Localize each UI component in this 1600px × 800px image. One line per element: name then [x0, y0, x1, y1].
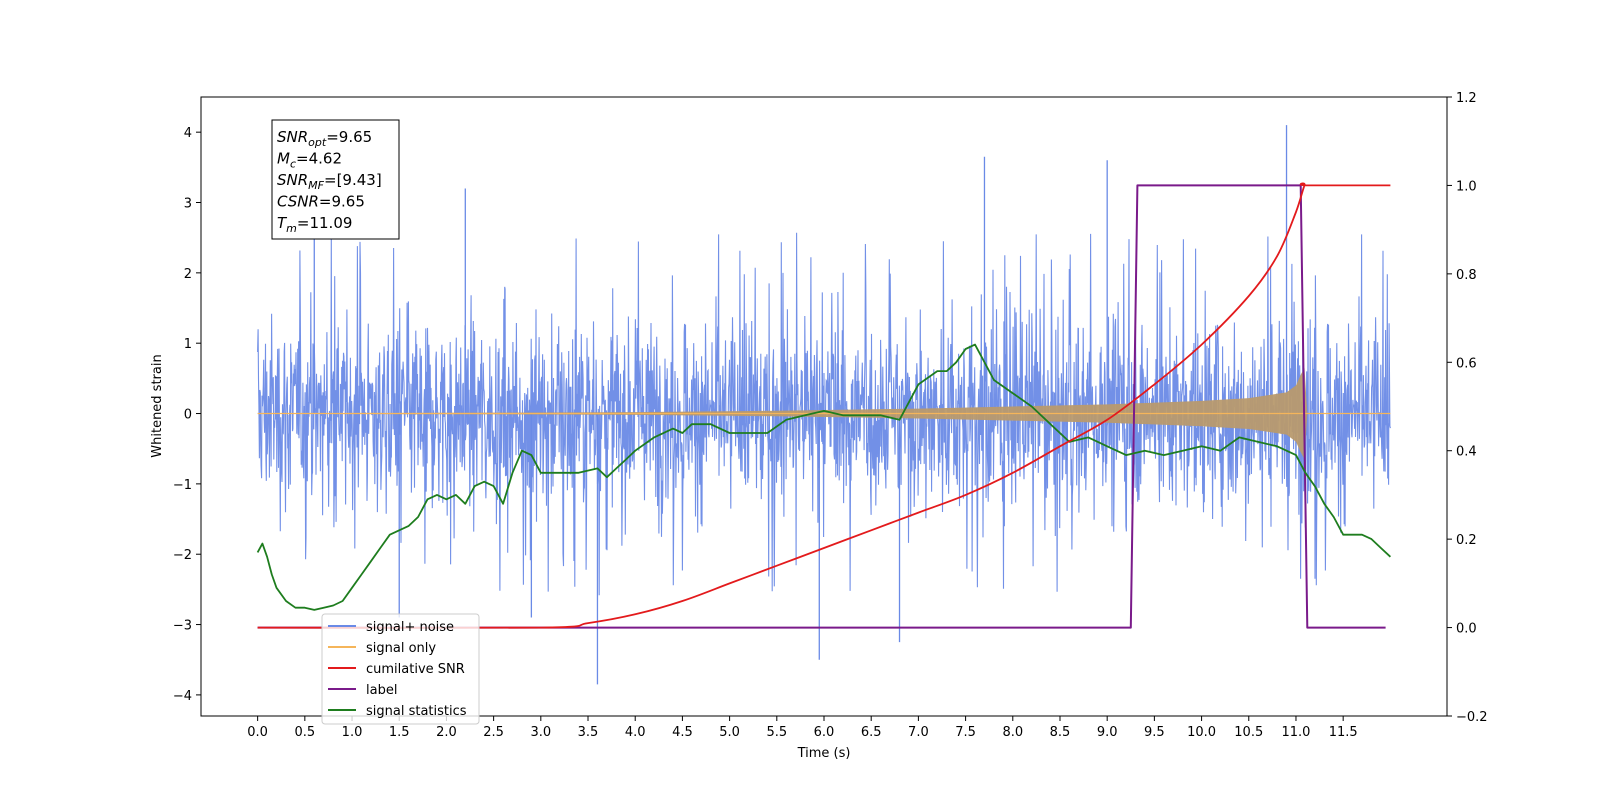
x-tick-label: 6.5 — [861, 725, 882, 740]
annotation-symbol: SNR — [277, 171, 308, 189]
y-tick-label: 4 — [184, 126, 192, 141]
x-tick-label: 4.0 — [625, 725, 646, 740]
y-axis-label: Whitened strain — [150, 354, 165, 457]
y2-tick-label: 1.0 — [1456, 179, 1477, 194]
x-tick-label: 6.0 — [814, 725, 835, 740]
legend-label: signal only — [366, 641, 436, 656]
legend-label: signal+ noise — [366, 620, 454, 635]
y-tick-label: −3 — [173, 619, 192, 634]
y-tick-label: −1 — [173, 478, 192, 493]
y2-tick-label: 0.0 — [1456, 622, 1477, 637]
series-label — [257, 184, 1386, 629]
legend-label: label — [366, 683, 397, 698]
x-tick-label: 0.5 — [294, 725, 315, 740]
x-tick-label: 8.0 — [1002, 725, 1023, 740]
x-tick-label: 0.0 — [247, 725, 268, 740]
y2-tick-label: 0.8 — [1456, 268, 1477, 283]
annotation-line: SNRMF=[9.43] — [277, 171, 382, 192]
annotation-line: Mc=4.62 — [277, 150, 342, 171]
legend-label: cumilative SNR — [366, 662, 465, 677]
x-tick-label: 5.5 — [766, 725, 787, 740]
y2-tick-label: 1.2 — [1456, 91, 1477, 106]
x-tick-label: 3.0 — [530, 725, 551, 740]
y2-tick-label: 0.4 — [1456, 445, 1477, 460]
y-tick-label: 2 — [184, 267, 192, 282]
x-tick-label: 2.0 — [436, 725, 457, 740]
y2-tick-label: 0.2 — [1456, 533, 1477, 548]
x-tick-label: 1.5 — [389, 725, 410, 740]
x-tick-label: 1.0 — [342, 725, 363, 740]
x-tick-label: 3.5 — [578, 725, 599, 740]
legend: signal+ noise signal only cumilative SNR la… — [321, 613, 480, 725]
x-tick-label: 8.5 — [1050, 725, 1071, 740]
x-axis-label: Time (s) — [797, 746, 851, 761]
y-tick-label: −4 — [173, 689, 192, 704]
annotation-subscript: MF — [308, 179, 324, 192]
annotation-value: =4.62 — [296, 150, 342, 168]
y-tick-label: 0 — [184, 408, 192, 423]
annotation-line: Tm=11.09 — [277, 214, 352, 235]
y-tick-label: 3 — [184, 197, 192, 212]
x-tick-label: 7.5 — [955, 725, 976, 740]
x-tick-label: 11.5 — [1329, 725, 1358, 740]
annotation-value: =11.09 — [297, 214, 353, 232]
annotation-line: CSNR=9.65 — [277, 193, 365, 211]
annotation-value: =9.65 — [319, 193, 365, 211]
y-tick-label: 1 — [184, 337, 192, 352]
annotation-frame — [271, 119, 400, 240]
x-tick-label: 10.5 — [1234, 725, 1263, 740]
annotation-symbol: T — [277, 214, 288, 232]
y2-tick-label: 0.6 — [1456, 356, 1477, 371]
annotation-subscript: c — [290, 158, 296, 171]
annotation-box: SNRopt=9.65Mc=4.62SNRMF=[9.43]CSNR=9.65T… — [271, 119, 400, 240]
x-tick-label: 11.0 — [1281, 725, 1310, 740]
annotation-value: =[9.43] — [324, 171, 382, 189]
series-cumulative-snr — [257, 182, 1391, 629]
x-tick-label: 10.0 — [1187, 725, 1216, 740]
x-tick-label: 9.5 — [1144, 725, 1165, 740]
y2-tick-label: −0.2 — [1456, 710, 1488, 725]
annotation-subscript: m — [286, 222, 297, 235]
annotation-symbol: M — [277, 150, 290, 168]
legend-label: signal statistics — [366, 704, 467, 719]
x-tick-label: 9.0 — [1097, 725, 1118, 740]
legend-frame — [321, 613, 480, 725]
x-tick-label: 5.0 — [719, 725, 740, 740]
x-tick-label: 7.0 — [908, 725, 929, 740]
series-layer — [256, 125, 1392, 685]
y-tick-label: −2 — [173, 548, 192, 563]
x-tick-label: 4.5 — [672, 725, 693, 740]
x-tick-label: 2.5 — [483, 725, 504, 740]
series-signal-statistics — [256, 343, 1392, 611]
annotation-symbol: CSNR — [277, 193, 319, 211]
annotation-line: SNRopt=9.65 — [277, 128, 372, 149]
annotation-subscript: opt — [308, 136, 327, 149]
y-axis-right: −0.2 0.0 0.2 0.4 0.6 0.8 1.0 1.2 — [1447, 91, 1488, 725]
annotation-symbol: SNR — [277, 128, 308, 146]
y-axis-left: −4 −3 −2 −1 0 1 2 3 4 — [173, 126, 201, 704]
annotation-value: =9.65 — [326, 128, 372, 146]
